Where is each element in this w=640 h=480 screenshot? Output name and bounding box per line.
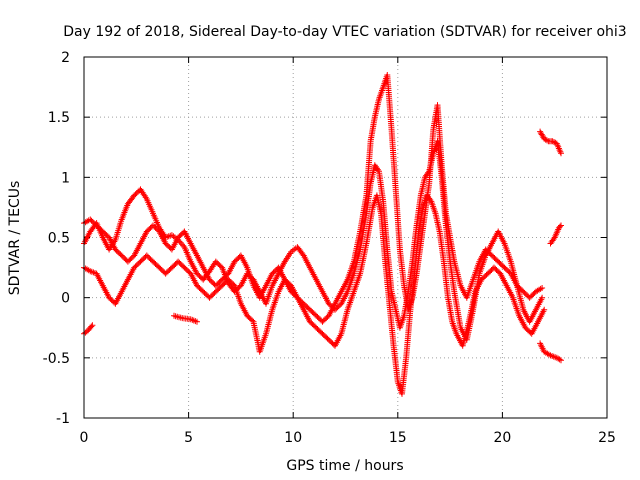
x-tick-label: 20 <box>493 430 511 446</box>
data-point-markers <box>537 340 564 364</box>
chart-title: Day 192 of 2018, Sidereal Day-to-day VTE… <box>63 24 626 40</box>
data-point-markers <box>537 128 564 157</box>
x-axis-label: GPS time / hours <box>286 458 403 474</box>
data-point-markers <box>547 222 564 247</box>
x-tick-label: 15 <box>389 430 407 446</box>
series-segment-h <box>547 222 564 247</box>
x-tick-label: 25 <box>598 430 616 446</box>
y-tick-label: -1 <box>56 411 70 427</box>
y-tick-label: -0.5 <box>43 351 70 367</box>
y-tick-label: 2 <box>61 50 70 66</box>
y-tick-label: 1 <box>61 170 70 186</box>
series-segment-e <box>171 312 200 325</box>
plot-frame <box>83 56 608 419</box>
y-axis-label: SDTVAR / TECUs <box>7 181 23 296</box>
y-tick-label: 0 <box>61 291 70 307</box>
y-tick-label: 1.5 <box>48 110 70 126</box>
y-tick-label: 0.5 <box>48 231 70 247</box>
data-point-markers <box>81 322 96 337</box>
series-segment-f <box>537 128 564 157</box>
x-tick-label: 0 <box>80 430 89 446</box>
x-tick-label: 10 <box>284 430 302 446</box>
series-segment-d <box>81 322 96 337</box>
data-marks <box>81 72 564 397</box>
data-point-markers <box>171 312 200 325</box>
series-segment-g <box>537 340 564 364</box>
axis-ticks: 0 5 10 15 20 25 -1 -0.5 0 0.5 1 1.5 2 <box>43 50 616 446</box>
x-tick-label: 5 <box>184 430 193 446</box>
